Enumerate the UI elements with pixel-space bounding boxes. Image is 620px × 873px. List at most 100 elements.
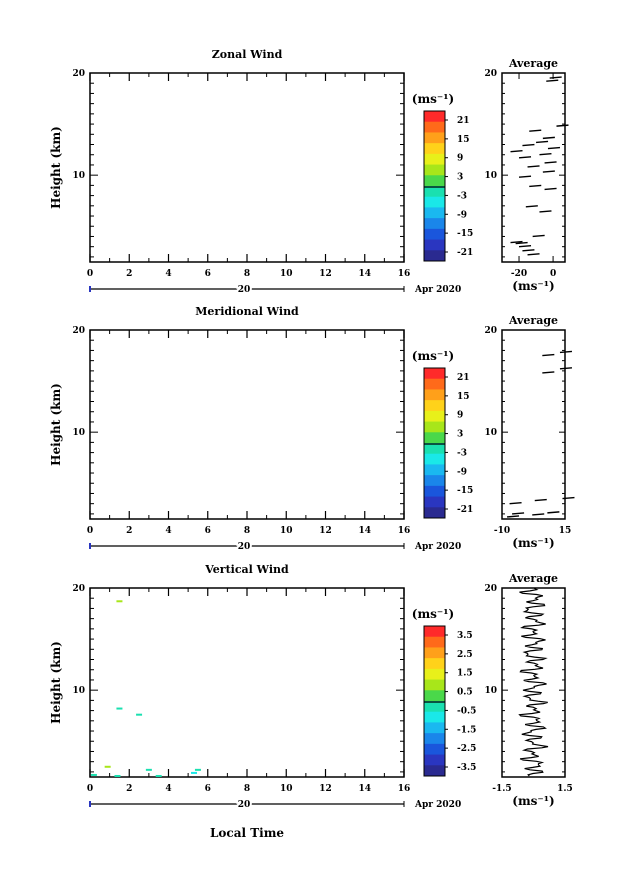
colorbar-segment: [424, 679, 445, 691]
data-cell: [116, 600, 123, 603]
average-profile-segment: [506, 515, 520, 518]
panel-title: Zonal Wind: [212, 48, 283, 61]
colorbar-segment: [424, 636, 445, 648]
colorbar-tick-label: 21: [457, 116, 470, 126]
average-profile-segment: [518, 156, 532, 159]
average-profile-segment: [529, 129, 542, 132]
x-tick-label: 14: [358, 526, 371, 536]
x-tick-label: 4: [165, 269, 171, 279]
colorbar-segment: [424, 507, 445, 519]
x-tick-label: 2: [126, 269, 132, 279]
data-cell: [114, 774, 121, 777]
colorbar-tick-label: 2.5: [457, 650, 473, 660]
colorbar-segment: [424, 368, 445, 380]
colorbar-segment: [424, 432, 445, 444]
colorbar-frame: [423, 367, 446, 519]
average-y-tick-label: 10: [484, 686, 497, 696]
colorbar-segment: [424, 400, 445, 412]
average-profile-segment: [532, 513, 545, 516]
colorbar-unit: (ms⁻¹): [412, 92, 454, 106]
x-tick-label: 16: [398, 269, 411, 279]
x-axis-label: Local Time: [210, 826, 284, 840]
average-profile-segment: [539, 210, 552, 213]
x-tick-label: 4: [165, 784, 171, 794]
date-day-label: 20: [238, 285, 251, 295]
colorbar-segment: [424, 658, 445, 670]
data-cell: [194, 768, 201, 771]
colorbar-segment: [424, 228, 445, 241]
colorbar-segment: [424, 389, 445, 401]
average-x-label: (ms⁻¹): [512, 279, 554, 293]
average-y-tick-label: 20: [484, 584, 497, 594]
average-frame: [501, 329, 566, 520]
x-tick-label: 8: [244, 269, 250, 279]
average-y-tick-label: 10: [484, 171, 497, 181]
colorbar-unit: (ms⁻¹): [412, 349, 454, 363]
x-tick-label: 12: [319, 269, 332, 279]
colorbar-segment: [424, 496, 445, 508]
average-title: Average: [508, 314, 558, 327]
colorbar-segment: [424, 111, 445, 123]
colorbar-tick-label: 0.5: [457, 688, 473, 698]
x-tick-label: 6: [205, 784, 211, 794]
colorbar-segment: [424, 143, 445, 155]
average-y-tick-label: 10: [484, 428, 497, 438]
data-cell: [145, 768, 152, 771]
x-tick-label: 10: [280, 526, 293, 536]
data-cell: [136, 713, 143, 716]
plot-frame: [89, 329, 405, 520]
colorbar-tick-label: -2.5: [457, 744, 476, 754]
average-frame: [501, 72, 566, 263]
data-cell: [116, 707, 123, 710]
colorbar-frame: [423, 625, 446, 777]
average-x-tick-label: -20: [511, 269, 527, 279]
x-tick-label: 8: [244, 526, 250, 536]
average-profile-segment: [522, 143, 535, 147]
colorbar-tick-label: 3: [457, 430, 463, 440]
x-tick-label: 12: [319, 526, 332, 536]
average-profile-segment: [549, 76, 562, 79]
colorbar-tick-label: -0.5: [457, 706, 476, 716]
colorbar-segment: [424, 485, 445, 498]
colorbar-segment: [424, 239, 445, 251]
colorbar-segment: [424, 464, 445, 476]
colorbar-segment: [424, 218, 445, 230]
colorbar-segment: [424, 121, 445, 133]
average-profile-segment: [535, 140, 549, 144]
average-profile-segment: [562, 496, 575, 500]
average-profile-segment: [546, 79, 559, 82]
data-cell: [155, 774, 162, 777]
average-x-tick-label: 15: [559, 526, 572, 536]
colorbar-tick-label: -9: [457, 210, 467, 220]
x-tick-label: 16: [398, 784, 411, 794]
colorbar-segment: [424, 250, 445, 262]
average-profile-segment: [547, 511, 560, 514]
colorbar-segment: [424, 421, 445, 433]
colorbar-tick-label: 15: [457, 135, 470, 145]
colorbar-tick-label: -1.5: [457, 725, 476, 735]
colorbar-segment: [424, 701, 445, 713]
y-axis-label: Height (km): [49, 126, 63, 209]
data-cell: [191, 771, 198, 774]
average-y-tick-label: 20: [484, 326, 497, 336]
colorbar-tick-label: 3.5: [457, 631, 473, 641]
average-profile-segment: [518, 175, 532, 178]
average-x-label: (ms⁻¹): [512, 794, 554, 808]
date-label: Apr 2020: [414, 542, 461, 552]
average-profile-segment: [559, 350, 573, 354]
x-tick-label: 8: [244, 784, 250, 794]
average-profile-segment: [512, 512, 525, 515]
x-tick-label: 12: [319, 784, 332, 794]
colorbar-tick-label: 9: [457, 154, 463, 164]
data-cell: [104, 765, 111, 768]
colorbar-segment: [424, 765, 445, 777]
colorbar-segment: [424, 733, 445, 745]
colorbar-tick-label: -15: [457, 486, 473, 496]
colorbar-segment: [424, 186, 445, 198]
average-profile-segment: [547, 146, 561, 150]
colorbar-segment: [424, 475, 445, 487]
colorbar-tick-label: 3: [457, 173, 463, 183]
colorbar-tick-label: 1.5: [457, 669, 473, 679]
average-y-tick-label: 20: [484, 69, 497, 79]
average-profile-segment: [518, 244, 532, 248]
